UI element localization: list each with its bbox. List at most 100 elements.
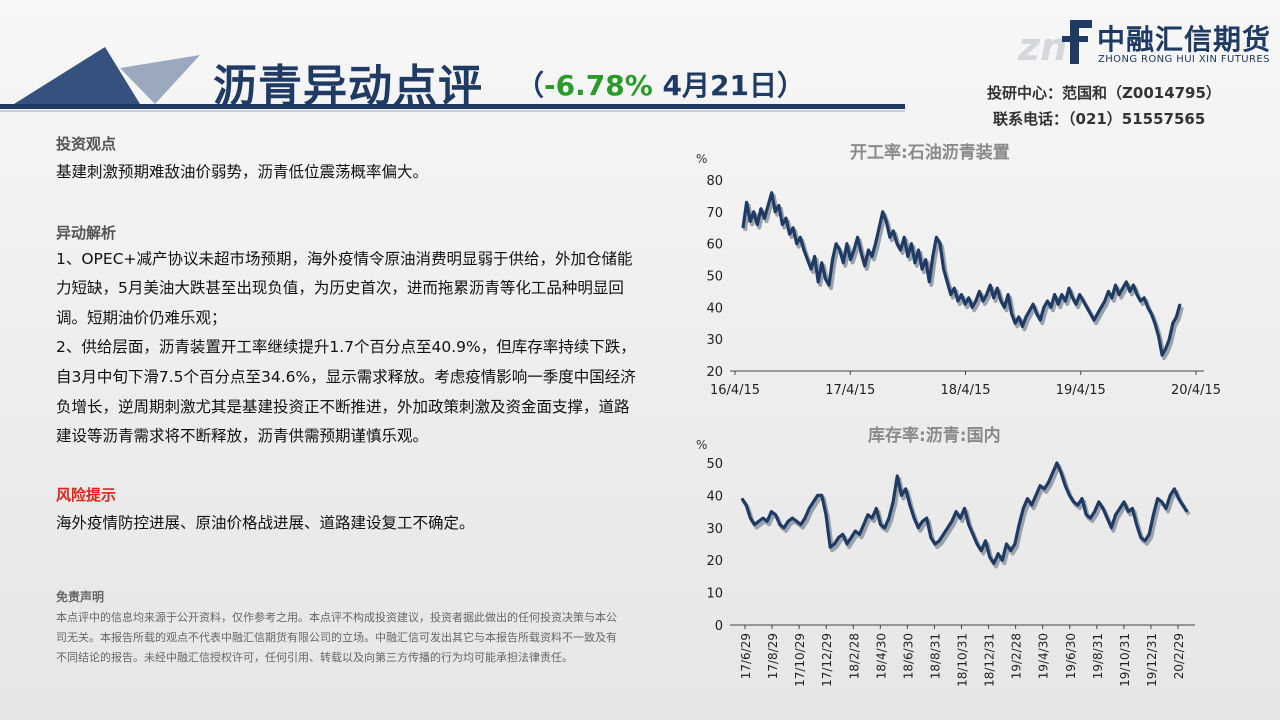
- chart2-data-point: [766, 520, 768, 522]
- chart2-x-tick-label: 19/2/28: [1010, 633, 1024, 679]
- chart2-data-point: [837, 536, 840, 539]
- chart1-data-point: [839, 249, 841, 251]
- chart2-x-tick-label: 18/6/30: [901, 633, 915, 679]
- chart1-data-point: [889, 236, 891, 238]
- chart1-data-point: [982, 300, 984, 302]
- chart2-data-point: [825, 514, 827, 516]
- chart1-data-point: [917, 249, 920, 251]
- chart1-data-point: [756, 223, 758, 226]
- logo-company-name: 中融汇信期货: [1097, 23, 1272, 56]
- header-triangle-dark: [14, 47, 140, 104]
- chart1-data-point: [1057, 303, 1059, 305]
- chart1-data-point: [871, 255, 873, 257]
- chart2-data-point: [968, 523, 970, 526]
- chart2-data-point: [1047, 481, 1050, 484]
- chart2-y-tick-label: 20: [706, 554, 723, 569]
- chart1-y-unit: %: [696, 152, 707, 166]
- chart1-series-line: [741, 191, 1182, 357]
- chart2-data-point: [1085, 514, 1087, 516]
- chart1-data-point: [1107, 290, 1109, 293]
- chart1-data-point: [760, 208, 762, 210]
- chart2-data-point: [896, 475, 898, 477]
- chart1-data-point: [742, 227, 744, 229]
- chart2-data-point: [980, 549, 982, 552]
- chart2-data-point: [938, 540, 940, 542]
- chart1-data-point: [814, 255, 816, 257]
- chart1-x-tick-label: 17/4/15: [825, 383, 875, 398]
- chart1-data-point: [942, 268, 945, 270]
- chart2-title: 库存率:沥青:国内: [868, 426, 1001, 446]
- chart2-data-point: [888, 517, 890, 519]
- chart1-data-point: [857, 236, 859, 238]
- disclaimer-title: 免责声明: [56, 590, 105, 604]
- chart2-x-tick-label: 18/10/31: [956, 633, 970, 687]
- chart1-y-tick-label: 30: [706, 333, 723, 348]
- chart2-data-point: [900, 494, 903, 496]
- chart1-title: 开工率:石油沥青装置: [850, 143, 1010, 163]
- chart2-data-point: [816, 494, 819, 496]
- title-change-info: （-6.78% 4月21日）: [516, 69, 805, 102]
- chart2-data-point: [1010, 549, 1012, 552]
- chart2-data-point: [1152, 514, 1155, 516]
- chart1-data-point: [1036, 313, 1038, 315]
- chart1-data-point: [806, 258, 809, 261]
- analysis-paragraph-2: 2、供给层面，沥青装置开工率继续提升1.7个百分点至40.9%，但库存率持续下跌…: [56, 338, 636, 446]
- chart1-data-point: [985, 294, 988, 296]
- chart2-data-point: [989, 556, 991, 558]
- chart2-data-point: [921, 520, 924, 522]
- chart1-data-point: [821, 262, 823, 264]
- chart1-data-point: [763, 217, 766, 219]
- chart1-data-point: [939, 243, 941, 245]
- chart1-data-point: [1089, 313, 1092, 315]
- chart1-data-point: [907, 255, 909, 257]
- chart2-data-point: [1182, 504, 1184, 506]
- chart1-data-point: [921, 268, 923, 270]
- chart1-data-point: [993, 297, 995, 299]
- chart1-data-point: [753, 211, 755, 213]
- chart2-data-point: [1043, 488, 1045, 490]
- chart2-data-point: [1077, 504, 1079, 506]
- chart2-x-tick-label: 20/2/29: [1172, 633, 1186, 679]
- chart1-data-point: [874, 243, 877, 245]
- chart1-data-point: [1172, 322, 1174, 324]
- chart2-data-point: [1102, 507, 1104, 509]
- inventory-rate-chart: % 50 40 30 20 10 0 17/6/29 17/8/29 17/10/29 17/12/…: [696, 438, 1195, 687]
- chart1-x-tick-label: 18/4/15: [940, 383, 990, 398]
- chart1-data-point: [1064, 300, 1066, 302]
- chart2-data-point: [909, 504, 911, 506]
- contact-phone: 联系电话：（021）51557565: [993, 110, 1206, 128]
- chart2-data-point: [1052, 472, 1054, 474]
- chart2-data-point: [976, 543, 978, 545]
- chart1-data-point: [774, 211, 776, 213]
- chart1-data-point: [968, 297, 970, 299]
- chart1-data-point: [1118, 294, 1120, 296]
- chart2-data-point: [1115, 514, 1117, 516]
- chart1-data-point: [849, 258, 852, 261]
- chart2-data-point: [879, 523, 882, 526]
- chart2-data-point: [774, 514, 777, 516]
- chart2-x-tick-label: 18/2/28: [847, 633, 861, 679]
- title-date: 4月21日: [662, 69, 777, 102]
- chart2-data-point: [804, 517, 806, 519]
- risk-text: 海外疫情防控进展、原油价格战进展、道路建设复工不确定。: [56, 513, 475, 532]
- chart1-data-point: [932, 255, 934, 257]
- chart2-data-point: [854, 530, 856, 532]
- chart2-data-point: [1148, 533, 1150, 535]
- chart2-data-point: [741, 498, 743, 500]
- chart1-data-point: [960, 294, 963, 296]
- chart1-data-point: [910, 243, 912, 245]
- chart2-data-point: [1031, 504, 1033, 506]
- chart1-data-point: [1154, 322, 1156, 324]
- chart2-data-point: [1131, 507, 1134, 509]
- chart2-data-point: [829, 546, 831, 548]
- chart1-data-point: [978, 290, 981, 293]
- chart1-data-point: [1054, 294, 1056, 296]
- chart2-data-point: [1123, 501, 1125, 503]
- chart2-data-point: [821, 494, 823, 496]
- chart1-data-point: [957, 300, 959, 302]
- logo-company-name-en: ZHONG RONG HUI XIN FUTURES: [1098, 54, 1270, 65]
- chart1-data-point: [900, 249, 902, 251]
- chart2-data-point: [800, 523, 802, 526]
- chart1-data-point: [914, 262, 916, 264]
- chart2-x-tick-label: 18/8/31: [928, 633, 942, 679]
